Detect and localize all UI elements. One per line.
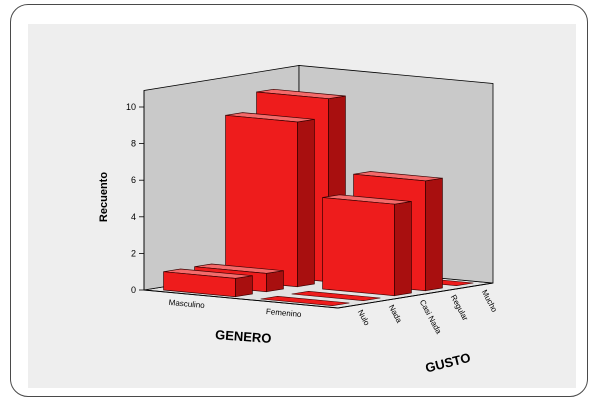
y-tick-label: 4: [131, 212, 136, 222]
depth-axis-line: [337, 282, 494, 309]
bar-side: [394, 201, 412, 297]
bar-side: [425, 177, 443, 292]
bar-side: [297, 118, 315, 288]
y-tick-label: 10: [126, 102, 136, 112]
bar-front: [225, 114, 298, 288]
bar-front: [163, 271, 236, 298]
x-axis-title: GENERO: [215, 327, 272, 346]
y-axis-title: Recuento: [98, 172, 110, 222]
y-tick-label: 0: [131, 285, 136, 295]
x-category-label: Femenino: [266, 307, 303, 319]
x-category-label: Masculino: [168, 298, 205, 310]
bar-flat: [291, 290, 381, 302]
y-tick-label: 2: [131, 248, 136, 258]
bar-flat: [260, 295, 350, 307]
chart-frame: 0 2 4 6 8 10 Masculino Femenino Nulo Nada Casi Nad…: [10, 4, 588, 397]
y-tick-label: 8: [131, 139, 136, 149]
x-axis-line: [143, 289, 339, 309]
y-tick-label: 6: [131, 175, 136, 185]
bar-side: [266, 270, 284, 293]
bar-front: [322, 197, 395, 297]
bar-side: [235, 275, 253, 298]
